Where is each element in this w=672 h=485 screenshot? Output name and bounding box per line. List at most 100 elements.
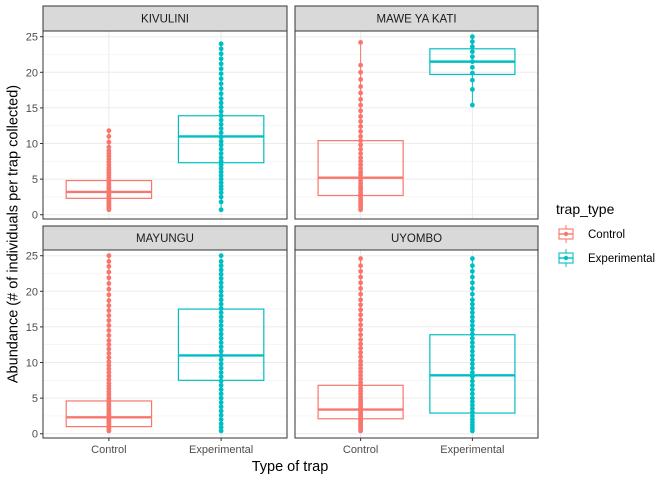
data-point — [469, 297, 475, 303]
data-point — [469, 64, 475, 70]
data-point — [106, 333, 112, 338]
data-point — [358, 158, 364, 164]
x-tick-label: Control — [91, 444, 126, 456]
data-point — [218, 117, 224, 123]
data-point — [106, 366, 112, 372]
data-point — [218, 271, 224, 277]
data-point — [358, 69, 364, 75]
data-point — [469, 409, 475, 415]
data-point — [218, 293, 224, 298]
data-point — [218, 71, 224, 77]
x-tick-label: Control — [343, 444, 378, 456]
panel-border — [42, 30, 288, 220]
legend-key-point — [563, 231, 569, 237]
data-point — [469, 86, 475, 92]
data-point — [358, 138, 364, 144]
data-point — [106, 133, 112, 139]
panel-mawe-ya-kati: MAWE YA KATI — [294, 5, 539, 220]
legend-title: trap_type — [556, 201, 615, 217]
data-point — [358, 162, 364, 168]
data-point — [218, 113, 224, 119]
data-point — [218, 176, 224, 182]
data-point — [469, 413, 475, 419]
legend-label: Control — [588, 229, 625, 241]
data-point — [106, 128, 112, 134]
data-point — [218, 318, 224, 324]
data-point — [106, 281, 112, 286]
y-tick-label: 15 — [26, 103, 38, 115]
data-point — [469, 344, 475, 350]
data-point — [218, 207, 224, 213]
data-point — [358, 376, 364, 382]
panel-uyombo: UYOMBO Control Experimental — [294, 225, 539, 456]
data-point — [218, 100, 224, 106]
data-point — [106, 355, 112, 360]
data-point — [358, 341, 364, 347]
data-point — [218, 335, 224, 341]
panel-border — [42, 249, 288, 439]
data-point — [358, 102, 364, 108]
data-point — [218, 146, 224, 152]
data-point — [106, 338, 112, 343]
data-point — [469, 387, 475, 392]
data-point — [218, 391, 224, 397]
data-point — [218, 301, 224, 307]
x-tick-label: Experimental — [189, 444, 253, 456]
y-tick-label: 0 — [32, 210, 38, 222]
data-point — [218, 91, 224, 97]
panel-background — [43, 31, 287, 219]
data-point — [106, 139, 112, 145]
data-point — [469, 357, 475, 363]
data-point — [106, 370, 112, 375]
data-point — [106, 350, 112, 356]
y-tick-label: 25 — [26, 251, 38, 263]
data-point — [358, 263, 364, 269]
data-point — [358, 96, 364, 102]
data-point — [358, 268, 364, 274]
data-point — [469, 335, 475, 341]
data-point — [469, 417, 475, 422]
y-axis-title: Abundance (# of individuals per trap col… — [6, 85, 22, 383]
data-point — [106, 292, 112, 298]
data-point — [358, 77, 364, 82]
data-point — [469, 382, 475, 388]
data-point — [218, 344, 224, 350]
data-point — [106, 373, 112, 379]
data-point — [218, 417, 224, 422]
data-point — [218, 173, 224, 178]
data-point — [469, 310, 475, 316]
data-point — [218, 61, 224, 67]
legend-key-point — [563, 255, 569, 261]
data-point — [358, 119, 364, 124]
data-point — [358, 108, 364, 114]
data-point — [218, 81, 224, 87]
data-point — [218, 305, 224, 311]
data-point — [469, 391, 475, 397]
data-point — [218, 365, 224, 371]
data-point — [218, 158, 224, 164]
data-point — [218, 297, 224, 303]
data-point — [218, 66, 224, 72]
data-point — [469, 378, 475, 384]
data-point — [358, 322, 364, 328]
data-point — [106, 362, 112, 368]
data-point — [218, 199, 224, 205]
data-point — [358, 307, 364, 313]
data-point — [469, 256, 475, 261]
data-point — [106, 275, 112, 281]
data-point — [358, 297, 364, 303]
data-point — [469, 49, 475, 55]
data-point — [358, 256, 364, 261]
data-point — [218, 284, 224, 290]
data-point — [218, 424, 224, 430]
data-point — [218, 395, 224, 401]
data-point — [218, 130, 224, 136]
data-point — [218, 51, 224, 57]
data-point — [218, 310, 224, 316]
data-point — [358, 124, 364, 129]
legend-label: Experimental — [588, 253, 655, 265]
data-point — [106, 377, 112, 383]
legend-item-experimental: Experimental — [557, 249, 655, 267]
data-point — [358, 365, 364, 371]
data-point — [106, 148, 112, 154]
